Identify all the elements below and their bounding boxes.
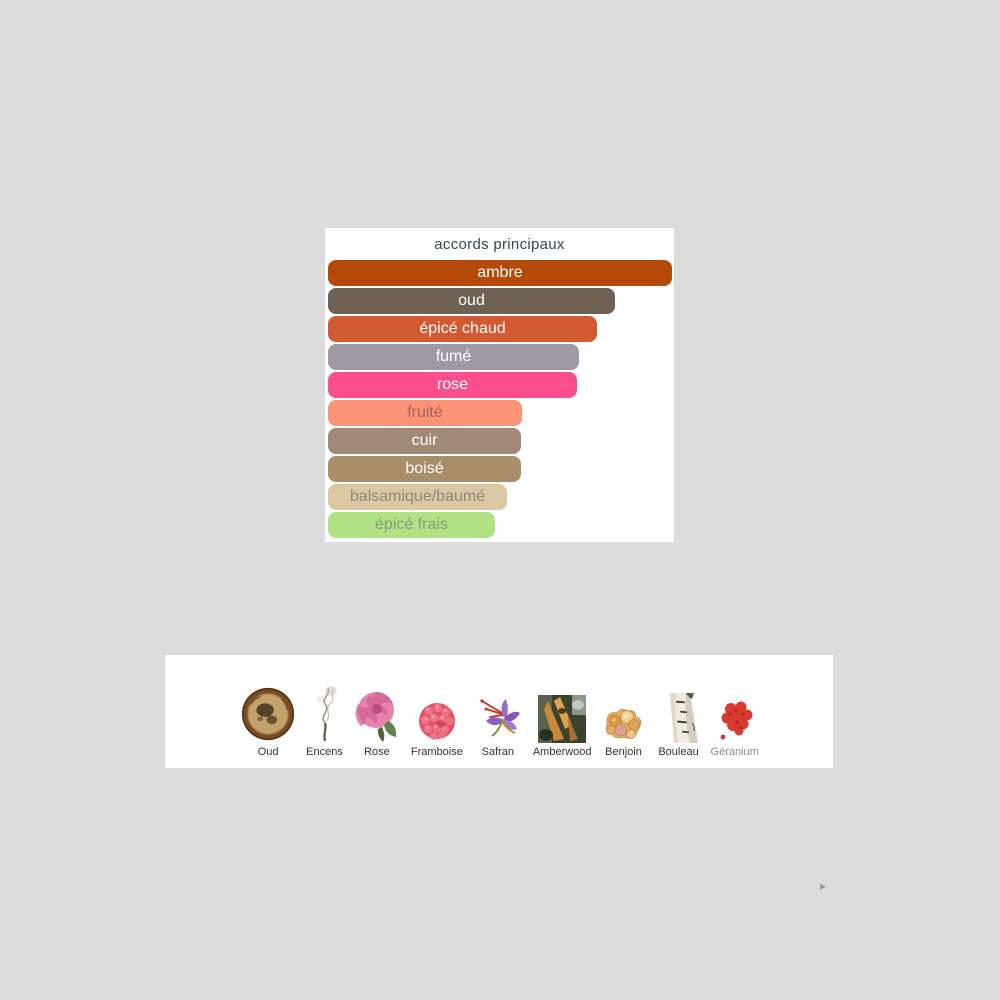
- next-arrow-icon[interactable]: ▸: [820, 879, 827, 893]
- note-label: Encens: [306, 746, 343, 758]
- geranium-icon: [713, 697, 757, 743]
- accords-title: accords principaux: [434, 236, 565, 253]
- note-item-encens[interactable]: Encens: [306, 683, 343, 758]
- note-label: Amberwood: [532, 746, 592, 758]
- note-label: Bouleau: [658, 746, 699, 758]
- note-label: Safran: [481, 746, 515, 758]
- accord-bar: fumé: [328, 344, 579, 370]
- saffron-icon: [472, 693, 524, 743]
- birch-icon: [656, 693, 702, 743]
- accord-bar: ambre: [328, 260, 672, 286]
- amberwood-icon: [538, 695, 587, 743]
- accord-bar: oud: [328, 288, 615, 314]
- note-item-framboise[interactable]: Framboise: [411, 697, 463, 758]
- note-item-geranium[interactable]: Géranium: [711, 697, 759, 758]
- benzoin-icon: [601, 697, 647, 743]
- note-label: Benjoin: [605, 746, 642, 758]
- note-item-safran[interactable]: Safran: [472, 693, 524, 758]
- note-item-benjoin[interactable]: Benjoin: [601, 697, 647, 758]
- accord-bar: balsamique/baumé: [328, 484, 507, 510]
- accord-bar: épicé frais: [328, 512, 495, 538]
- note-item-amberwood[interactable]: Amberwood: [533, 695, 592, 758]
- note-item-oud[interactable]: Oud: [239, 685, 297, 758]
- accord-bar: rose: [328, 372, 577, 398]
- raspberry-icon: [414, 697, 460, 743]
- accord-bar: épicé chaud: [328, 316, 597, 342]
- accord-bar: cuir: [328, 428, 521, 454]
- note-item-bouleau[interactable]: Bouleau: [656, 693, 702, 758]
- incense-icon: [307, 683, 343, 743]
- accords-bars: ambre oud épicé chaud fumé rose fruité cuir boi…: [325, 260, 674, 538]
- accords-panel: accords principaux ambre oud épicé chaud fu…: [325, 228, 674, 542]
- note-label: Oud: [257, 746, 279, 758]
- note-label: Rose: [364, 746, 390, 758]
- accord-bar: fruité: [328, 400, 522, 426]
- note-label: Framboise: [410, 746, 463, 758]
- note-label: Géranium: [710, 746, 759, 758]
- oud-icon: [239, 685, 297, 743]
- accord-bar: boisé: [328, 456, 521, 482]
- notes-strip: Oud Encens Rose Framboise Safran: [165, 655, 833, 768]
- rose-icon: [352, 687, 402, 743]
- note-item-rose[interactable]: Rose: [352, 687, 402, 758]
